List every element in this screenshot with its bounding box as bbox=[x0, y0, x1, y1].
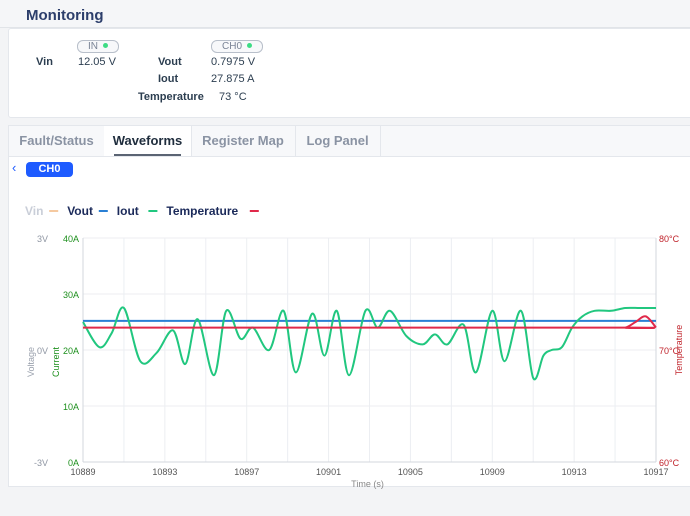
temperature-value: 73 °C bbox=[219, 91, 247, 103]
in-badge: IN bbox=[77, 40, 119, 53]
waveform-chart: Vin Vout Iout Temperature 10889 10893 10897 10… bbox=[25, 204, 684, 489]
iout-value: 27.875 A bbox=[211, 73, 255, 85]
iout-label: Iout bbox=[158, 73, 179, 85]
legend-label-iout: Iout bbox=[117, 204, 139, 218]
vout-value: 0.7975 V bbox=[211, 56, 256, 68]
legend-label-vin: Vin bbox=[25, 204, 43, 218]
temperature-tick-label: 80°C bbox=[659, 234, 680, 244]
voltage-tick-label: 3V bbox=[37, 234, 48, 244]
x-tick-label: 10889 bbox=[70, 467, 95, 477]
header-bar: Monitoring bbox=[0, 0, 690, 28]
legend-label-vout: Vout bbox=[67, 204, 93, 218]
x-tick-label: 10893 bbox=[152, 467, 177, 477]
series-line-temperature bbox=[82, 315, 657, 330]
tab-bar: Fault/Status Waveforms Register Map Log … bbox=[9, 126, 690, 157]
chart-legend: Vin Vout Iout Temperature bbox=[25, 204, 259, 218]
legend-label-temperature: Temperature bbox=[166, 204, 238, 218]
voltage-tick-label: 0V bbox=[37, 346, 48, 356]
temperature-label: Temperature bbox=[138, 91, 204, 103]
current-tick-label: 20A bbox=[63, 346, 79, 356]
vin-label: Vin bbox=[36, 56, 53, 68]
x-tick-label: 10909 bbox=[480, 467, 505, 477]
x-tick-label: 10917 bbox=[643, 467, 668, 477]
status-dot-icon bbox=[247, 43, 253, 48]
chart-grid bbox=[82, 237, 657, 463]
current-tick-label: 30A bbox=[63, 290, 79, 300]
x-tick-label: 10897 bbox=[234, 467, 259, 477]
ch0-badge: CH0 bbox=[211, 40, 264, 53]
vin-value: 12.05 V bbox=[78, 56, 116, 68]
page-title: Monitoring bbox=[26, 7, 104, 24]
x-tick-label: 10913 bbox=[562, 467, 587, 477]
tab-waveforms[interactable]: Waveforms bbox=[104, 126, 192, 156]
temperature-axis-title: Temperature bbox=[674, 325, 684, 376]
tab-fault-status[interactable]: Fault/Status bbox=[9, 126, 105, 156]
temperature-tick-label: 60°C bbox=[659, 458, 680, 468]
in-badge-label: IN bbox=[88, 41, 98, 52]
tab-log-panel[interactable]: Log Panel bbox=[295, 126, 381, 156]
temperature-tick-label: 70°C bbox=[659, 346, 680, 356]
chart-axes: 10889 10893 10897 10901 10905 10909 10913 10917… bbox=[26, 234, 684, 489]
tabs-panel: Fault/Status Waveforms Register Map Log … bbox=[8, 125, 690, 489]
ch0-badge-label: CH0 bbox=[222, 41, 243, 52]
voltage-axis-title: Voltage bbox=[26, 347, 36, 377]
x-tick-label: 10901 bbox=[316, 467, 341, 477]
status-dot-icon bbox=[103, 43, 108, 48]
current-tick-label: 10A bbox=[63, 402, 79, 412]
chevron-left-icon[interactable]: ‹ bbox=[12, 160, 17, 175]
channel-selector-button[interactable]: CH0 bbox=[26, 162, 73, 177]
chart-series bbox=[82, 306, 657, 381]
series-line-iout bbox=[82, 306, 656, 381]
vout-label: Vout bbox=[158, 56, 182, 68]
current-tick-label: 0A bbox=[68, 458, 79, 468]
current-tick-label: 40A bbox=[63, 234, 79, 244]
monitoring-card: IN CH0 Vin 12.05 V Vout 0.7975 V Iout 27… bbox=[8, 28, 690, 118]
tab-register-map[interactable]: Register Map bbox=[191, 126, 296, 156]
current-axis-title: Current bbox=[51, 346, 61, 377]
voltage-tick-label: -3V bbox=[34, 458, 48, 468]
x-tick-label: 10905 bbox=[398, 467, 423, 477]
